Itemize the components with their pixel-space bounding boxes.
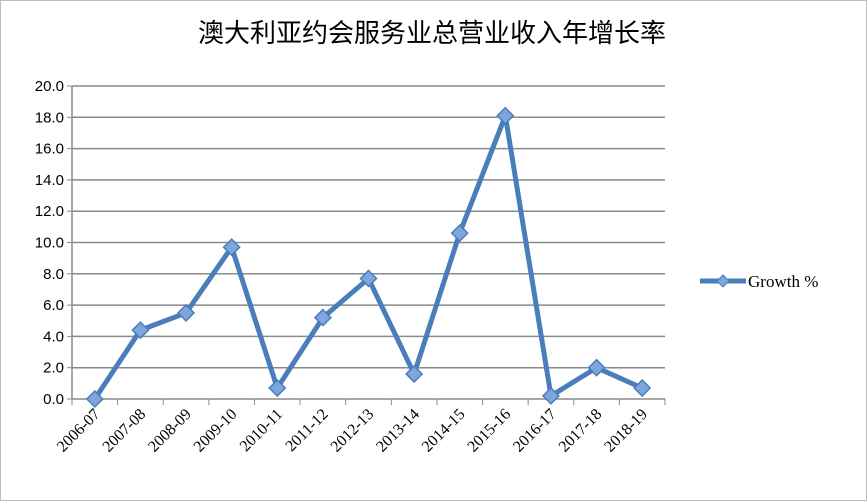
data-point	[268, 378, 287, 398]
y-tick-label: 16.0	[35, 141, 64, 158]
data-point	[450, 224, 469, 243]
legend-marker	[716, 274, 730, 288]
y-tick-label: 6.0	[43, 297, 64, 314]
y-tick-label: 10.0	[35, 235, 64, 252]
y-tick-label: 8.0	[43, 266, 64, 283]
y-tick-label: 18.0	[35, 109, 64, 126]
y-tick-label: 20.0	[35, 78, 64, 95]
data-point	[313, 308, 332, 327]
y-tick-label: 14.0	[35, 172, 64, 189]
data-point	[176, 303, 196, 322]
y-tick-label: 12.0	[35, 203, 64, 220]
y-tick-label: 4.0	[43, 328, 64, 345]
chart-title: 澳大利亚约会服务业总营业收入年增长率	[198, 19, 666, 49]
data-point	[222, 238, 241, 257]
data-point	[587, 358, 606, 377]
data-point	[496, 106, 515, 125]
legend-label: Growth %	[748, 272, 818, 291]
y-tick-label: 0.0	[43, 391, 64, 408]
data-point	[131, 321, 150, 340]
data-point	[405, 364, 424, 384]
data-point	[541, 386, 561, 405]
y-tick-label: 2.0	[43, 360, 64, 377]
data-point	[633, 378, 652, 398]
data-point	[85, 389, 104, 409]
data-point	[359, 269, 378, 288]
